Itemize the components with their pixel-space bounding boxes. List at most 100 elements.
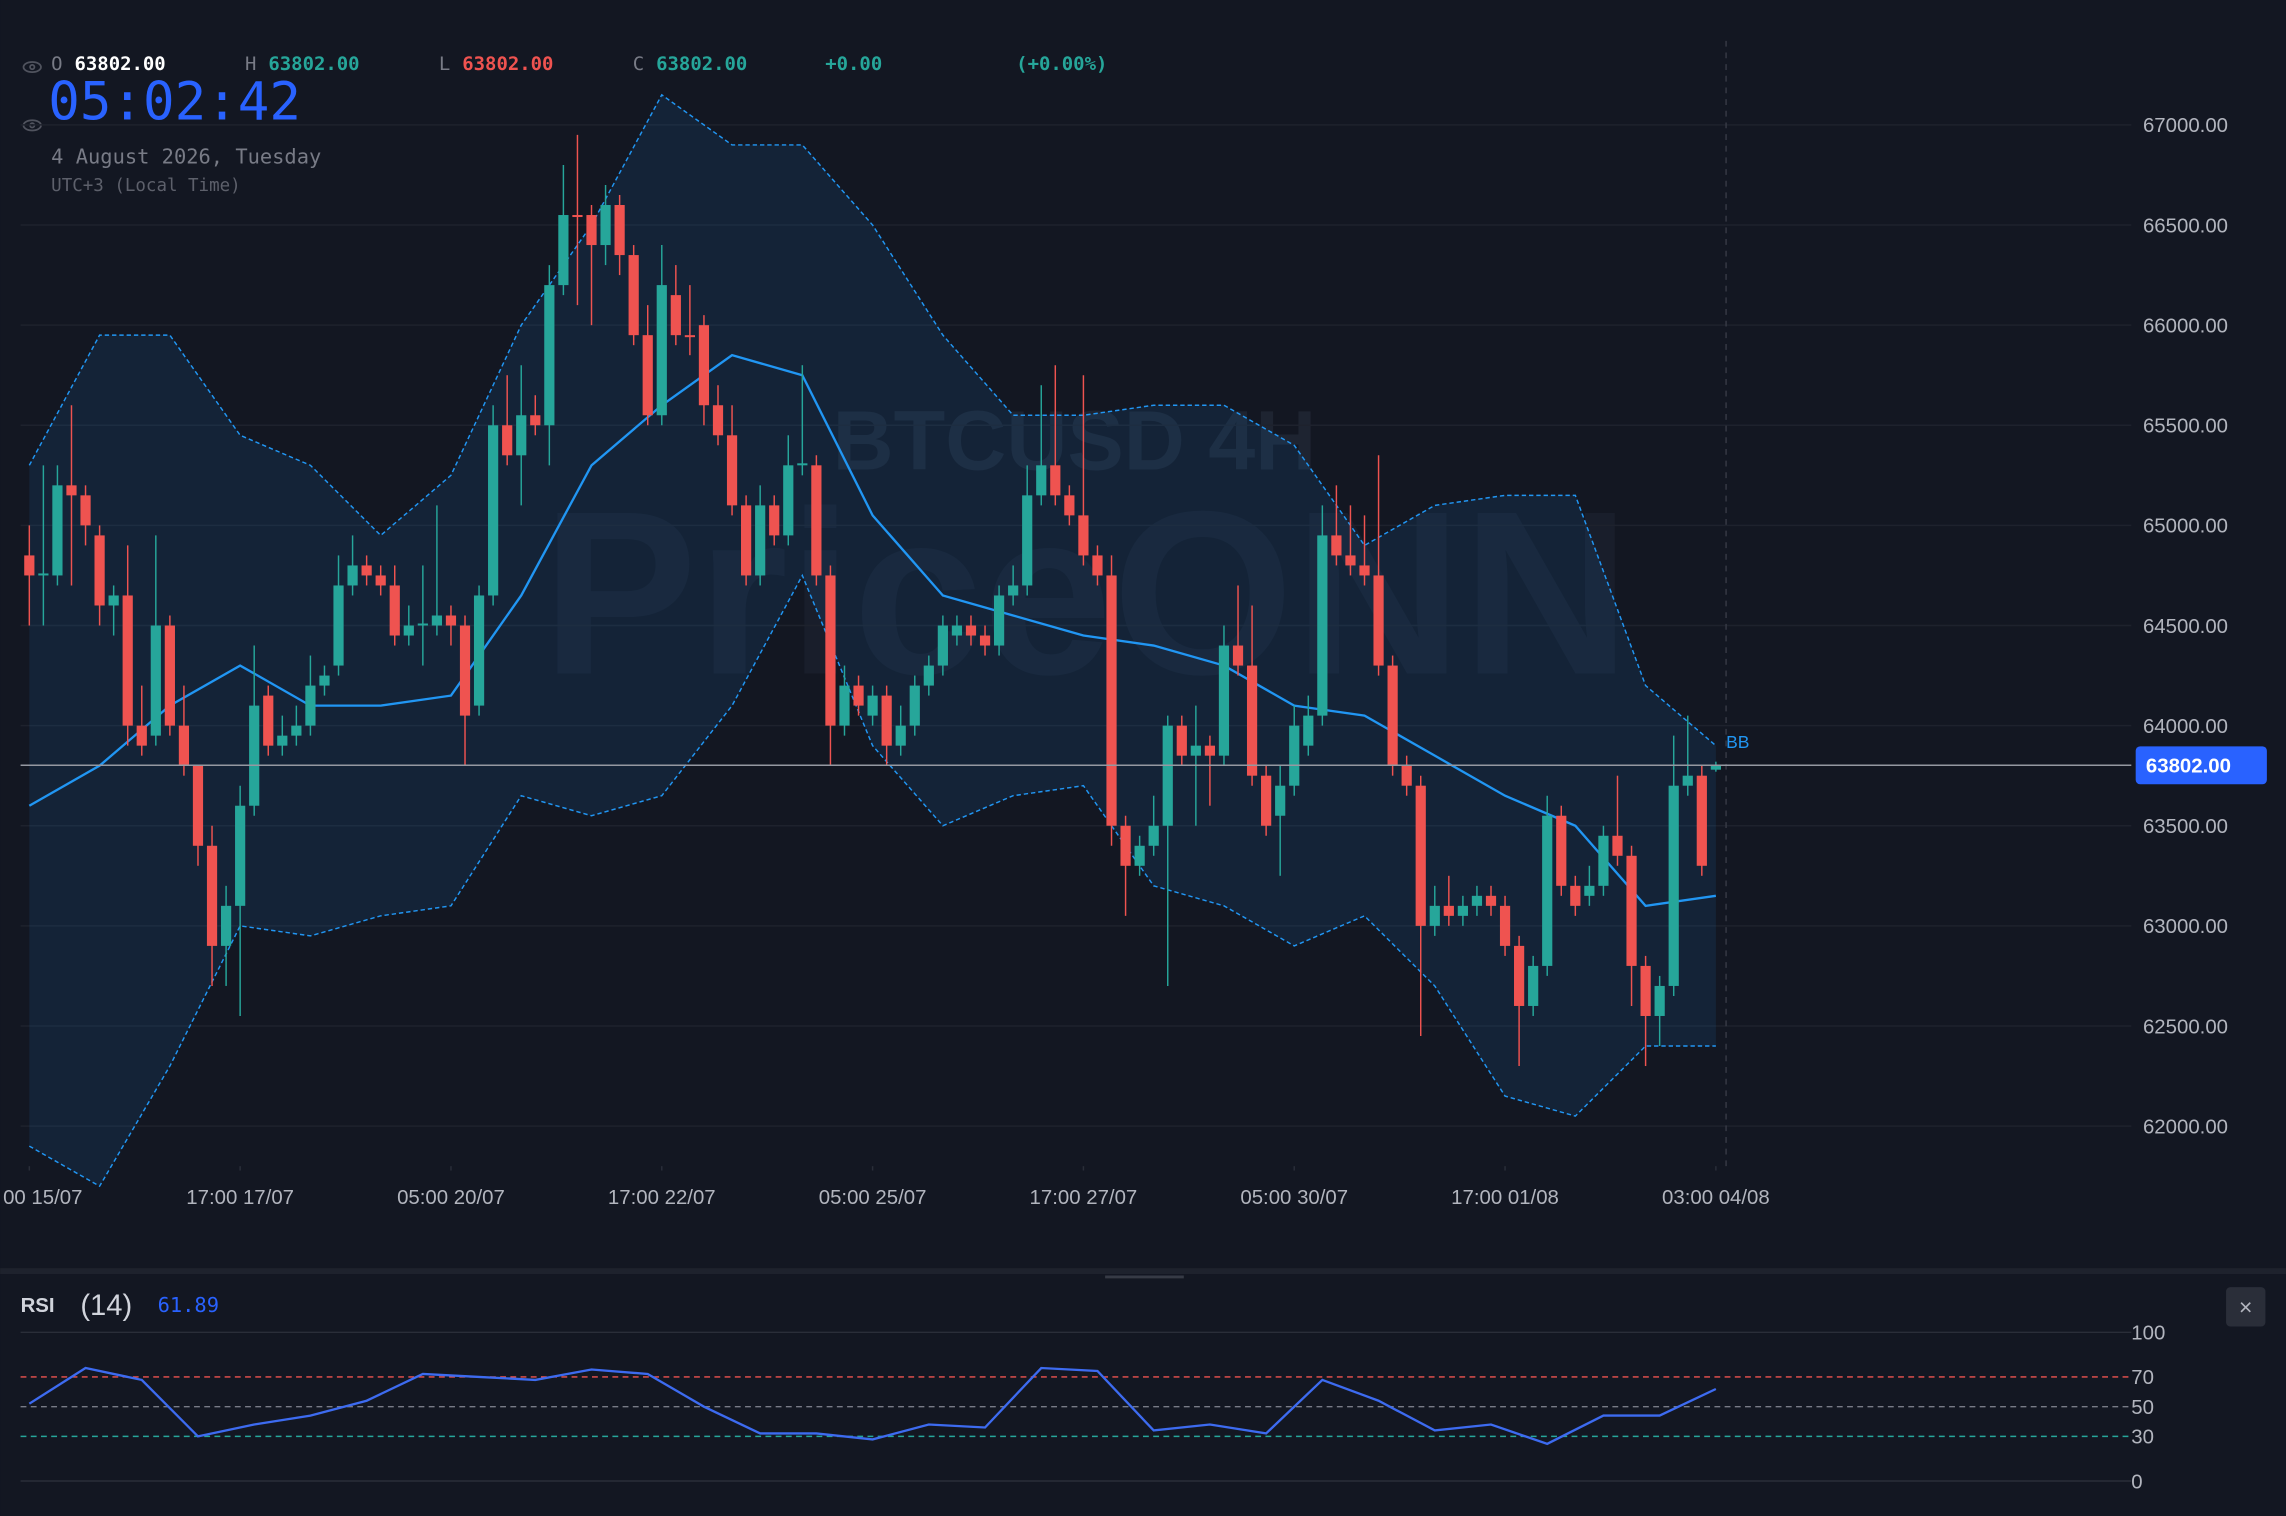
- candle-body: [1232, 645, 1244, 666]
- candle-body: [1528, 965, 1539, 1006]
- rsi-period: (14): [80, 1290, 132, 1322]
- candle-body: [333, 585, 344, 666]
- x-tick-label: 05:00 20/07: [397, 1187, 505, 1209]
- y-tick-label: 67000.00: [2143, 115, 2228, 137]
- candle-body: [1696, 775, 1707, 866]
- y-tick-label: 65500.00: [2143, 416, 2228, 438]
- candle-body: [1485, 895, 1497, 906]
- candle-body: [1668, 785, 1679, 986]
- price-tag: [2135, 746, 2267, 785]
- candle-body: [1078, 515, 1089, 556]
- l-label: L: [439, 53, 450, 75]
- candle-body: [1120, 825, 1131, 866]
- candle-body: [1542, 815, 1553, 966]
- y-tick-label: 66000.00: [2143, 315, 2228, 337]
- candle-body: [1640, 965, 1651, 1016]
- candle-body: [825, 575, 836, 726]
- candle-body: [783, 465, 794, 536]
- candle-body: [853, 685, 864, 706]
- candle-body: [206, 845, 218, 946]
- y-tick-label: 63000.00: [2143, 916, 2228, 938]
- candle-body: [473, 595, 485, 706]
- change: +0.00: [825, 53, 882, 75]
- candle-body: [1246, 665, 1258, 776]
- candle-body: [755, 505, 766, 576]
- candle-body: [712, 405, 724, 436]
- candle-body: [586, 215, 597, 246]
- candle-body: [263, 695, 274, 746]
- candle-body: [80, 495, 91, 526]
- candle-body: [1261, 775, 1272, 826]
- candle-body: [1050, 465, 1061, 496]
- candle-body: [811, 465, 822, 576]
- close-icon[interactable]: ×: [2239, 1294, 2253, 1320]
- candle-body: [1204, 745, 1216, 756]
- watermark-symbol: BTCUSD 4H: [833, 392, 1317, 487]
- candle-body: [417, 623, 428, 626]
- candle-body: [235, 805, 246, 906]
- candle-body: [445, 615, 457, 626]
- y-tick-label: 0: [2131, 1471, 2142, 1493]
- candle-body: [178, 725, 190, 766]
- clock-zone: UTC+3 (Local Time): [51, 176, 240, 196]
- band-upper: [28, 93, 1717, 747]
- candle-body: [1415, 785, 1426, 926]
- candle-body: [459, 625, 471, 716]
- candle-body: [642, 335, 653, 416]
- candle-body: [923, 665, 934, 686]
- candle-body: [164, 625, 175, 726]
- l-value: 63802.00: [462, 53, 553, 75]
- y-tick-label: 70: [2131, 1367, 2154, 1389]
- y-tick-label: 100: [2131, 1323, 2165, 1345]
- candle-body: [305, 685, 316, 726]
- candle-body: [1176, 725, 1187, 756]
- candle-body: [1190, 745, 1201, 756]
- rsi-name: RSI: [21, 1295, 55, 1317]
- clock-time: 05:02:42: [48, 72, 301, 133]
- candle-body: [1359, 565, 1370, 576]
- o-value: 63802.00: [75, 53, 166, 75]
- x-tick-label: 03:00 04/08: [1662, 1187, 1770, 1209]
- pane-separator[interactable]: [0, 1268, 2286, 1275]
- candle-body: [993, 595, 1005, 646]
- candle-body: [544, 285, 555, 426]
- candle-body: [516, 415, 527, 456]
- candle-body: [1556, 815, 1567, 886]
- candle-body: [1275, 785, 1286, 816]
- y-tick-label: 30: [2131, 1427, 2154, 1449]
- x-tick-label: 05:00 30/07: [1240, 1187, 1348, 1209]
- y-tick-label: 63500.00: [2143, 816, 2228, 838]
- rsi-line: [28, 1366, 1717, 1446]
- y-tick-label: 64500.00: [2143, 616, 2228, 638]
- candle-body: [741, 505, 752, 576]
- candle-body: [895, 725, 906, 746]
- candle-body: [1654, 985, 1665, 1016]
- candle-body: [614, 205, 625, 256]
- x-tick-label: 00 15/07: [3, 1187, 82, 1209]
- candle-body: [1092, 555, 1103, 576]
- candle-body: [656, 285, 667, 416]
- candle-body: [881, 695, 892, 746]
- rsi-value: 61.89: [158, 1293, 219, 1317]
- candle-body: [572, 215, 583, 218]
- close-button[interactable]: [2226, 1287, 2266, 1327]
- y-tick-label: 62000.00: [2143, 1116, 2228, 1138]
- candle-body: [1429, 905, 1440, 926]
- candle-body: [698, 325, 710, 406]
- candle-body: [1373, 575, 1384, 666]
- candle-body: [670, 295, 681, 336]
- o-label: O: [51, 53, 62, 75]
- candle-body: [1710, 765, 1721, 770]
- watermark-brand: PriceONN: [542, 463, 1631, 723]
- candle-body: [389, 585, 400, 636]
- candle-body: [1106, 575, 1117, 826]
- candle-body: [361, 565, 372, 576]
- candle-body: [1064, 495, 1075, 516]
- candle-body: [530, 415, 541, 426]
- candle-body: [1162, 725, 1173, 826]
- candle-body: [1499, 905, 1511, 946]
- candle-body: [1008, 585, 1019, 596]
